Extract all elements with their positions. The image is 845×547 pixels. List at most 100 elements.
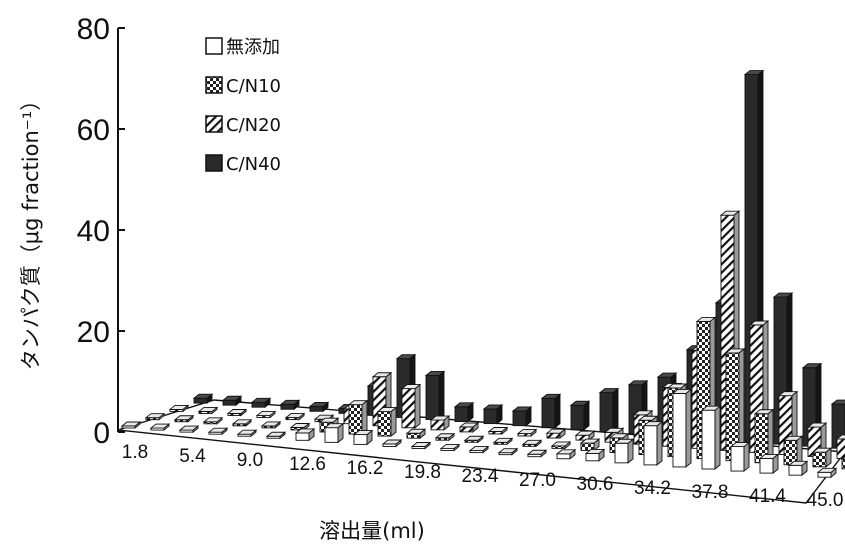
bar-white [526, 449, 548, 458]
bar-front-face [430, 419, 445, 431]
y-axis-ticks: 0 20 40 60 80 [77, 13, 125, 450]
bar-top-face [144, 413, 166, 419]
bar-dark [250, 397, 272, 409]
bar-top-face [806, 422, 828, 428]
x-tick-label: 5.4 [179, 446, 206, 467]
bar-dark [598, 387, 620, 433]
bar-side-face [390, 406, 397, 438]
bar-white [584, 448, 606, 462]
bar-front-face [406, 432, 421, 439]
bar-front-face [295, 432, 310, 441]
bar-top-face [318, 417, 340, 423]
bar-top-face [260, 421, 282, 427]
bar-hatch [400, 383, 422, 429]
bar-top-face [555, 449, 577, 455]
bar-white [352, 429, 374, 446]
bar-front-face [324, 427, 339, 443]
bar-top-face [149, 423, 171, 429]
y-tick-label: 40 [77, 215, 110, 248]
legend-label: C/N20 [226, 115, 281, 136]
bar-front-face [280, 403, 295, 410]
bar-front-face [454, 406, 469, 423]
bar-top-face [395, 354, 417, 360]
bar-top-face [439, 444, 461, 449]
bar-hatch [516, 428, 538, 437]
bar-top-face [637, 415, 659, 421]
bar-top-face [787, 460, 809, 466]
bar-top-face [202, 417, 224, 423]
bar-top-face [284, 413, 306, 419]
x-tick-label: 1.8 [122, 442, 148, 463]
bar-top-face [830, 399, 845, 405]
bar-top-face [497, 448, 519, 454]
x-tick-label: 16.2 [347, 458, 384, 479]
bar-white [613, 438, 635, 464]
bar-dark [569, 400, 591, 431]
x-tick-label: 41.4 [749, 486, 786, 507]
bar-top-face [729, 442, 751, 447]
bar-top-face [482, 404, 504, 410]
y-tick-label: 20 [77, 316, 110, 349]
bar-top-face [323, 423, 345, 429]
bar-front-face [377, 411, 392, 437]
bar-top-face [671, 389, 693, 394]
bar-top-face [231, 419, 253, 425]
bar-checker [753, 408, 775, 464]
bar-top-face [700, 405, 722, 411]
bar-top-face [724, 348, 746, 354]
bar-top-face [236, 429, 258, 435]
x-axis-label: 溶出量(ml) [319, 519, 425, 543]
x-tick-label: 23.4 [462, 466, 499, 487]
bar-white [555, 448, 577, 460]
y-tick-label: 80 [77, 13, 110, 46]
bar-dark [511, 406, 533, 427]
bar-front-face [483, 408, 498, 425]
bar-top-face [840, 456, 845, 460]
bar-hatch [255, 410, 277, 419]
bar-top-face [410, 442, 432, 447]
bar-front-face [401, 388, 416, 429]
bar-checker [463, 435, 485, 444]
bar-white [758, 453, 780, 475]
bar-top-face [748, 320, 770, 326]
bar-side-face [414, 383, 421, 429]
bar-white [236, 429, 258, 438]
bar-checker [811, 447, 833, 468]
bar-top-face [579, 438, 601, 444]
bar-top-face [516, 429, 538, 434]
bar-top-face [608, 433, 630, 439]
bar-checker [260, 420, 282, 429]
bar-side-face [583, 400, 590, 431]
bar-hatch [487, 426, 509, 435]
legend-label: C/N10 [226, 76, 281, 97]
bar-top-face [511, 406, 533, 412]
bar-front-face [817, 471, 832, 478]
bar-hatch [284, 412, 306, 421]
bar-top-face [463, 435, 485, 441]
bar-checker [347, 399, 369, 435]
bar-dark [279, 399, 301, 411]
bar-front-face [425, 374, 440, 420]
bar-top-face [743, 70, 765, 76]
bar-white [642, 420, 664, 466]
x-tick-label: 9.0 [237, 450, 263, 471]
bar-hatch [574, 430, 596, 442]
bar-top-face [753, 409, 775, 415]
bar-top-face [434, 433, 456, 439]
bar-front-face [348, 404, 363, 435]
bar-top-face [487, 427, 509, 432]
bar-top-face [777, 391, 799, 397]
bar-front-face [841, 458, 845, 470]
bar-front-face [309, 405, 324, 412]
bar-top-face [226, 409, 248, 414]
x-tick-label: 37.8 [692, 482, 729, 503]
bar-hatch [806, 422, 828, 458]
bar-top-face [642, 421, 664, 427]
legend-label: 無添加 [226, 37, 280, 58]
legend-swatch [205, 76, 223, 94]
bar-checker [405, 428, 427, 440]
bar-top-face [613, 438, 635, 444]
bar-white [178, 425, 200, 434]
bar-top-face [782, 435, 804, 441]
